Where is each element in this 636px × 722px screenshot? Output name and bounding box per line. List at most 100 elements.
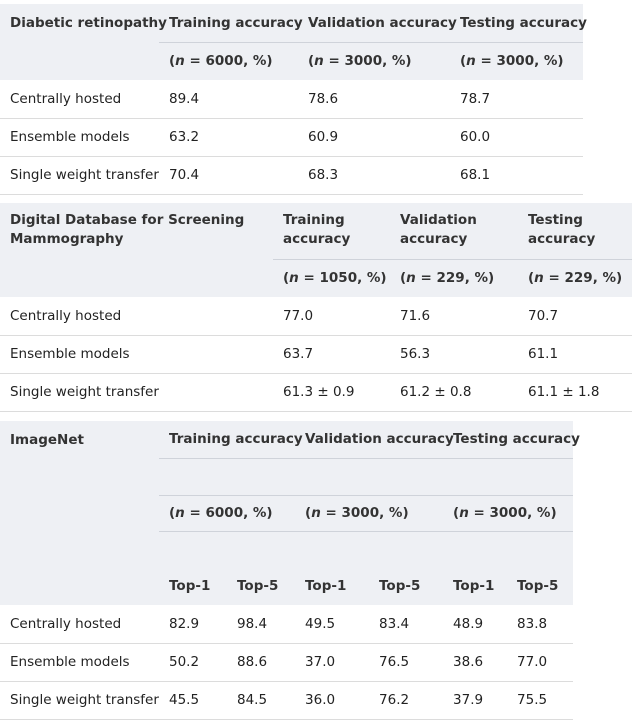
table-imagenet: ImageNet Training accuracy Validation ac…: [0, 421, 580, 720]
table-cell: 48.9: [443, 605, 508, 644]
table-cell: 70.4: [159, 156, 298, 195]
sample-size: (n = 3000, %): [443, 495, 574, 532]
table-cell: 75.5: [507, 681, 574, 720]
sample-size: (n = 3000, %): [298, 42, 450, 80]
table-ddsm: Digital Database for Screening Mammograp…: [0, 203, 632, 412]
row-label: Centrally hosted: [0, 297, 273, 336]
empty-cell: [0, 458, 159, 495]
table-header-row: Diabetic retinopathy Training accuracy V…: [0, 4, 587, 43]
empty-cell: [0, 567, 159, 605]
table-cell: 60.0: [450, 118, 583, 157]
row-label: Ensemble models: [0, 335, 273, 374]
table-subheader-row: (n = 6000, %) (n = 3000, %) (n = 3000, %…: [0, 495, 574, 532]
table-cell: 83.8: [507, 605, 574, 644]
table-cell: 76.2: [369, 681, 444, 720]
table-cell: 38.6: [443, 643, 508, 682]
table-row: Ensemble models 63.2 60.9 60.0: [0, 118, 583, 157]
table-subcolumn-row: Top-1 Top-5 Top-1 Top-5 Top-1 Top-5: [0, 567, 574, 605]
table-cell: 61.3 ± 0.9: [273, 373, 390, 412]
table-cell: 71.6: [390, 297, 518, 336]
table-cell: 61.1: [518, 335, 632, 374]
table-title: Diabetic retinopathy: [0, 4, 167, 42]
row-label: Single weight transfer: [0, 373, 273, 412]
table-row: Single weight transfer 70.4 68.3 68.1: [0, 156, 583, 195]
row-label: Ensemble models: [0, 118, 159, 157]
row-label: Single weight transfer: [0, 156, 159, 195]
subcolumn-header: Top-5: [369, 567, 444, 605]
empty-cell: [0, 531, 159, 567]
subcolumn-header: Top-1: [295, 567, 370, 605]
table-cell: 50.2: [159, 643, 227, 682]
empty-cell: [159, 458, 296, 496]
table-cell: 60.9: [298, 118, 450, 157]
sample-size: (n = 6000, %): [159, 495, 296, 532]
sample-size: (n = 3000, %): [450, 42, 583, 80]
sample-size: (n = 229, %): [390, 259, 518, 297]
column-header: Testing accuracy: [518, 203, 632, 260]
table-cell: 77.0: [273, 297, 390, 336]
table-header-spacer: [0, 531, 574, 567]
sample-size: (n = 6000, %): [159, 42, 298, 80]
table-cell: 37.0: [295, 643, 370, 682]
table-cell: 82.9: [159, 605, 227, 644]
subcolumn-header: Top-1: [159, 567, 227, 605]
table-cell: 45.5: [159, 681, 227, 720]
table-cell: 78.6: [298, 80, 450, 119]
table-row: Ensemble models 63.7 56.3 61.1: [0, 335, 632, 374]
empty-cell: [443, 458, 574, 496]
column-header: Training accuracy: [273, 203, 390, 260]
table-cell: 83.4: [369, 605, 444, 644]
table-header-row: ImageNet Training accuracy Validation ac…: [0, 421, 580, 459]
empty-cell: [0, 259, 273, 297]
sample-size: (n = 229, %): [518, 259, 632, 297]
row-label: Ensemble models: [0, 643, 159, 682]
subcolumn-header: Top-5: [227, 567, 296, 605]
empty-cell: [443, 531, 574, 567]
column-header: Validation accuracy: [390, 203, 518, 260]
table-cell: 49.5: [295, 605, 370, 644]
empty-cell: [295, 531, 444, 567]
column-header: Validation accuracy: [298, 4, 457, 43]
table-cell: 70.7: [518, 297, 632, 336]
table-cell: 63.7: [273, 335, 390, 374]
column-header: Testing accuracy: [443, 421, 580, 459]
table-cell: 78.7: [450, 80, 583, 119]
table-cell: 76.5: [369, 643, 444, 682]
column-header: Validation accuracy: [295, 421, 454, 459]
table-cell: 68.3: [298, 156, 450, 195]
column-header: Training accuracy: [159, 421, 303, 459]
subcolumn-header: Top-1: [443, 567, 508, 605]
column-header: Training accuracy: [159, 4, 303, 43]
table-cell: 61.1 ± 1.8: [518, 373, 632, 412]
table-title: ImageNet: [0, 421, 159, 458]
table-cell: 61.2 ± 0.8: [390, 373, 518, 412]
table-row: Ensemble models 50.2 88.6 37.0 76.5 38.6…: [0, 643, 574, 682]
table-subheader-row: (n = 1050, %) (n = 229, %) (n = 229, %): [0, 259, 632, 297]
table-row: Single weight transfer 61.3 ± 0.9 61.2 ±…: [0, 373, 632, 412]
empty-cell: [159, 531, 296, 567]
table-cell: 84.5: [227, 681, 296, 720]
table-subheader-row: (n = 6000, %) (n = 3000, %) (n = 3000, %…: [0, 42, 583, 80]
table-title: Digital Database for Screening Mammograp…: [0, 203, 273, 259]
table-header-spacer: [0, 458, 574, 496]
empty-cell: [0, 42, 159, 80]
table-cell: 37.9: [443, 681, 508, 720]
table-diabetic-retinopathy: Diabetic retinopathy Training accuracy V…: [0, 4, 587, 195]
table-row: Centrally hosted 82.9 98.4 49.5 83.4 48.…: [0, 605, 574, 644]
column-header: Testing accuracy: [450, 4, 587, 43]
subcolumn-header: Top-5: [507, 567, 574, 605]
table-cell: 89.4: [159, 80, 298, 119]
table-row: Centrally hosted 89.4 78.6 78.7: [0, 80, 583, 119]
row-label: Centrally hosted: [0, 605, 159, 644]
row-label: Single weight transfer: [0, 681, 159, 720]
sample-size: (n = 1050, %): [273, 259, 390, 297]
table-cell: 68.1: [450, 156, 583, 195]
table-row: Centrally hosted 77.0 71.6 70.7: [0, 297, 632, 336]
sample-size: (n = 3000, %): [295, 495, 444, 532]
table-cell: 56.3: [390, 335, 518, 374]
empty-cell: [295, 458, 444, 496]
table-cell: 98.4: [227, 605, 296, 644]
row-label: Centrally hosted: [0, 80, 159, 119]
table-cell: 88.6: [227, 643, 296, 682]
empty-cell: [0, 495, 159, 531]
